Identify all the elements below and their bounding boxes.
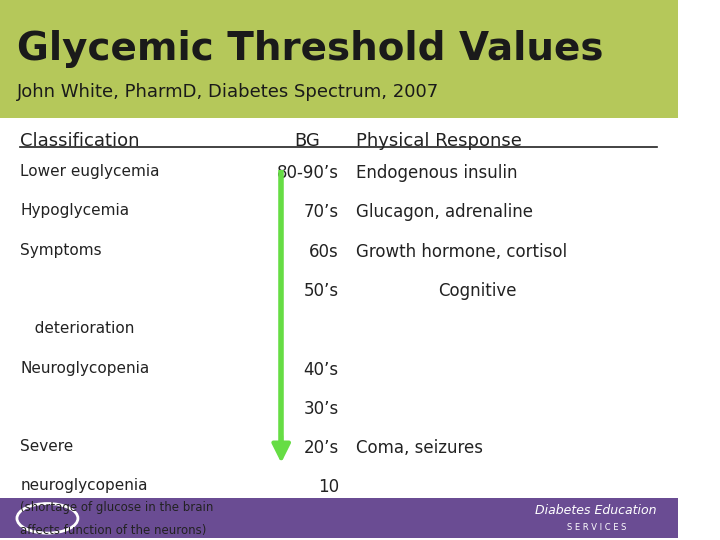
Text: Growth hormone, cortisol: Growth hormone, cortisol: [356, 243, 567, 261]
Text: 50’s: 50’s: [304, 282, 339, 300]
Text: Symptoms: Symptoms: [20, 243, 102, 258]
Text: Neuroglycopenia: Neuroglycopenia: [20, 361, 150, 376]
Text: Glucagon, adrenaline: Glucagon, adrenaline: [356, 204, 533, 221]
Text: Glycemic Threshold Values: Glycemic Threshold Values: [17, 30, 603, 68]
Text: 60s: 60s: [309, 243, 339, 261]
Text: 40’s: 40’s: [304, 361, 339, 379]
Text: 70’s: 70’s: [304, 204, 339, 221]
Text: Severe: Severe: [20, 439, 73, 454]
Text: affects function of the neurons): affects function of the neurons): [20, 524, 207, 537]
Text: 10: 10: [318, 478, 339, 496]
Text: BG: BG: [294, 132, 320, 150]
Text: 30’s: 30’s: [304, 400, 339, 418]
Text: Endogenous insulin: Endogenous insulin: [356, 164, 517, 182]
Text: John White, PharmD, Diabetes Spectrum, 2007: John White, PharmD, Diabetes Spectrum, 2…: [17, 83, 439, 102]
Text: 80-90’s: 80-90’s: [276, 164, 339, 182]
Text: deterioration: deterioration: [20, 321, 135, 336]
Text: Hypoglycemia: Hypoglycemia: [20, 204, 130, 219]
FancyBboxPatch shape: [0, 498, 678, 538]
Text: (shortage of glucose in the brain: (shortage of glucose in the brain: [20, 501, 214, 514]
Text: Classification: Classification: [20, 132, 140, 150]
Text: neuroglycopenia: neuroglycopenia: [20, 478, 148, 494]
Text: Physical Response: Physical Response: [356, 132, 521, 150]
Text: Coma, seizures: Coma, seizures: [356, 439, 482, 457]
Text: Diabetes Education: Diabetes Education: [536, 504, 657, 517]
Text: 20’s: 20’s: [304, 439, 339, 457]
Text: Lower euglycemia: Lower euglycemia: [20, 164, 160, 179]
FancyBboxPatch shape: [0, 0, 678, 118]
Text: S E R V I C E S: S E R V I C E S: [567, 523, 626, 532]
Text: Cognitive: Cognitive: [438, 282, 517, 300]
